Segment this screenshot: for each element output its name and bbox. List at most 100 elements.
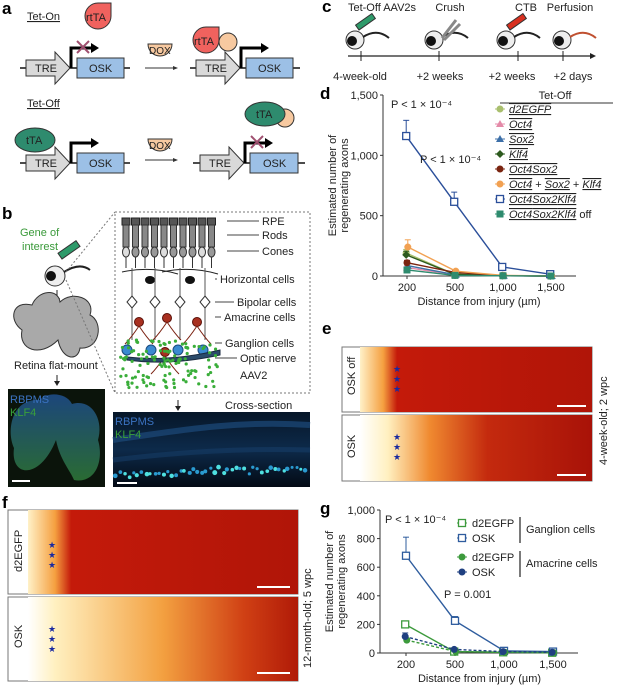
y-axis-title: Estimated number of: [324, 530, 336, 632]
ganglion-cell-nucleus: [268, 465, 274, 470]
aav2-particle: [163, 359, 167, 363]
data-point: [499, 648, 507, 656]
layer-label: RPE: [262, 216, 285, 228]
legend-item: Klf4: [495, 149, 528, 161]
aav2-particle: [124, 373, 128, 378]
ganglion-cell-nucleus: [238, 466, 242, 471]
legend-title: Tet-Off: [539, 90, 573, 102]
data-point: [450, 197, 459, 206]
aav2-particle: [163, 373, 167, 378]
aav2-particle: [145, 355, 149, 359]
tre-label: TRE: [35, 158, 57, 170]
aav2-particle: [141, 378, 145, 382]
optic-nerve-icon: [513, 31, 541, 39]
aav2-particle: [181, 378, 186, 382]
legend-marker: [496, 135, 504, 142]
legend-label: Oct4: [509, 119, 532, 131]
aav2-particle: [212, 384, 216, 389]
aav2-particle: [139, 357, 144, 361]
amacrine-cell: [134, 317, 144, 327]
legend-marker: [496, 180, 504, 188]
ganglion-cell-nucleus: [157, 471, 161, 475]
y-axis-title: Estimated number of: [327, 134, 339, 236]
legend-item: d2EGFP: [457, 552, 514, 564]
y-tick-label: 0: [369, 648, 375, 660]
rpe-cell: [169, 217, 178, 226]
ganglion-cell-nucleus: [302, 468, 308, 473]
panel-labels: a b c d e f g: [2, 0, 331, 518]
panel-g-chart: 0 200 400 600 800 1,000 200 500 1,000 1,500 Distan…: [324, 505, 598, 685]
photoreceptor-body: [122, 246, 130, 258]
aav2-particle: [172, 378, 176, 382]
ganglion-cell-nucleus: [234, 465, 239, 470]
tre-label: TRE: [205, 63, 227, 75]
legend-label: OSK: [472, 533, 496, 545]
aav2-particle: [178, 357, 182, 361]
layer-label: Bipolar cells: [237, 297, 297, 309]
eye-injection-icon: [44, 239, 91, 287]
aav2-particle: [130, 359, 134, 363]
injury-site-star-icon: ★: [393, 432, 401, 442]
legend-item: OSK: [457, 533, 496, 545]
aav2-particle: [120, 345, 125, 350]
aav2-particle: [186, 369, 190, 373]
panel-label-a: a: [2, 0, 12, 18]
ganglion-cell-nucleus: [161, 472, 166, 477]
panel-a-tet-system-diagram: Tet-On Tet-Off TRE OSK rtTA DOX TRE OSK …: [14, 2, 305, 181]
dox-label: DOX: [149, 46, 171, 57]
aav2-particle: [164, 364, 168, 369]
aav2-particle: [208, 343, 212, 347]
aav2-particle: [127, 385, 131, 390]
data-point: [451, 271, 459, 279]
row-label-osk-off: OSK off: [346, 356, 358, 395]
tta-protein-shape: [14, 127, 56, 153]
aav2-particle: [168, 372, 172, 376]
x-axis-title: Distance from injury (µm): [417, 296, 540, 308]
panel-label-c: c: [322, 0, 331, 16]
osk-nerve-image: [28, 597, 298, 681]
aav2-particle: [152, 383, 156, 387]
photoreceptor-body: [179, 246, 187, 258]
ganglion-cell: [172, 344, 184, 356]
aav2-particle: [145, 384, 149, 388]
cross-section-label: Cross-section: [225, 400, 292, 412]
aav2-particle: [209, 370, 213, 375]
data-point: [404, 243, 412, 251]
aav2-particle: [126, 339, 130, 343]
aav2-particle: [183, 357, 187, 361]
aav2-particle: [153, 355, 157, 359]
ganglion-cell-nucleus: [290, 465, 294, 469]
legend-marker: [496, 165, 504, 173]
aav2-particle: [184, 342, 188, 346]
osk-label: OSK: [263, 158, 287, 170]
osk-off-nerve-image: [360, 347, 592, 412]
ganglion-cell-nucleus: [112, 473, 118, 479]
series-line: [405, 635, 553, 653]
aav2-particle: [134, 338, 139, 342]
klf4-stain-label: KLF4: [10, 407, 36, 419]
series-line: [406, 639, 554, 654]
rod-cell: [122, 224, 130, 248]
ganglion-cell-nucleus: [153, 471, 158, 476]
aav2-particle: [145, 375, 149, 379]
ganglion-cell-nucleus: [127, 475, 132, 480]
syringe-icon: [354, 12, 377, 31]
aav2-particle: [119, 374, 123, 378]
panel-f-optic-nerve-images: d2EGFP OSK ★★★★★★ 12-month-old; 5 wpc: [7, 509, 314, 682]
rod-cell: [189, 224, 196, 248]
osk-label: OSK: [258, 63, 282, 75]
rpe-cell: [207, 217, 216, 226]
injury-site-star-icon: ★: [48, 560, 56, 570]
aav2-particle: [121, 367, 125, 371]
rod-cell: [208, 224, 215, 248]
rpe-cell: [197, 217, 207, 226]
tet-on-label: Tet-On: [27, 11, 60, 23]
legend-marker: [458, 568, 466, 576]
aav2-particle: [184, 380, 188, 384]
aav2-particle: [162, 342, 166, 346]
data-point: [498, 262, 507, 272]
layer-label: Ganglion cells: [225, 338, 295, 350]
rpe-cell: [159, 217, 169, 226]
osk-nerve-image: [360, 415, 592, 481]
ganglion-cell-nucleus: [284, 466, 290, 472]
